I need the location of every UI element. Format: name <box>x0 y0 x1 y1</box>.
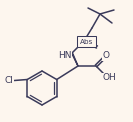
Text: Abs: Abs <box>80 39 93 45</box>
Text: O: O <box>103 51 109 61</box>
Text: Cl: Cl <box>5 76 14 85</box>
Text: OH: OH <box>102 73 116 82</box>
Polygon shape <box>72 53 78 66</box>
Text: HN: HN <box>58 51 72 60</box>
FancyBboxPatch shape <box>77 36 96 47</box>
